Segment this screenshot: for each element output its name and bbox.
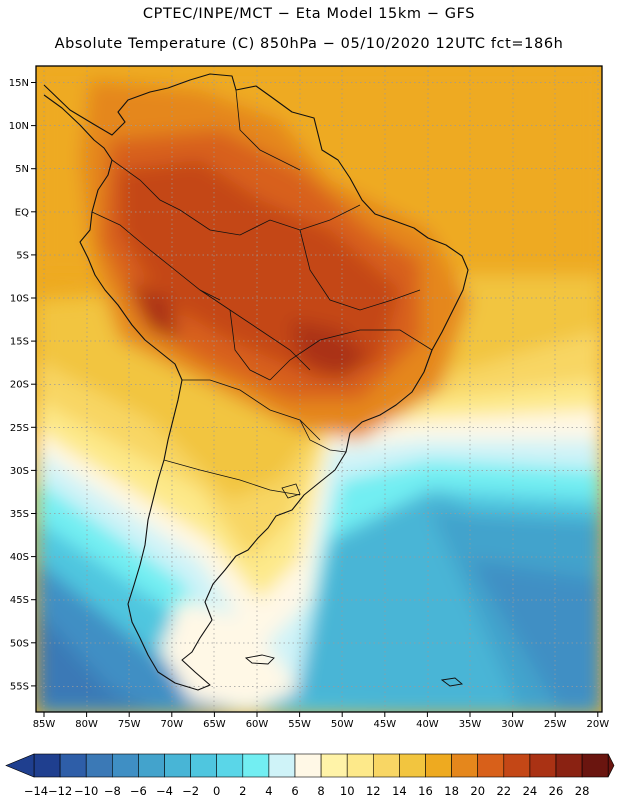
legend-swatch xyxy=(320,753,348,778)
lat-label: 45S xyxy=(10,595,29,606)
lon-label: 20W xyxy=(586,719,609,730)
lat-label: 10S xyxy=(10,294,29,305)
falkland-islands xyxy=(244,654,275,665)
legend-label: 2 xyxy=(239,784,246,798)
legend-swatch xyxy=(164,753,191,778)
legend-label: −10 xyxy=(74,784,98,798)
legend-swatch xyxy=(581,753,609,778)
legend-label: 12 xyxy=(366,784,381,798)
legend-swatch xyxy=(477,753,505,778)
legend-swatch xyxy=(268,753,296,778)
lat-label: 55S xyxy=(10,681,29,692)
legend-label: −2 xyxy=(182,784,199,798)
legend-label: 14 xyxy=(392,784,407,798)
lat-label: 30S xyxy=(10,466,29,477)
lat-label: 35S xyxy=(10,509,29,520)
legend-label: 10 xyxy=(340,784,355,798)
chart-title-line-1: CPTEC/INPE/MCT − Eta Model 15km − GFS xyxy=(142,6,476,22)
legend-left-arrow xyxy=(5,753,35,778)
legend-swatch xyxy=(190,753,218,778)
legend-label: −4 xyxy=(156,784,173,798)
legend-swatch xyxy=(529,753,557,778)
legend-swatch xyxy=(425,753,452,778)
legend-swatch xyxy=(112,753,139,778)
lon-label: 45W xyxy=(373,719,396,730)
lon-label: 75W xyxy=(118,719,141,730)
lat-label: 50S xyxy=(10,638,29,649)
legend-swatch xyxy=(294,753,322,778)
lat-label: 10N xyxy=(9,121,29,132)
lat-label: 20S xyxy=(10,380,29,391)
legend-right-arrow xyxy=(607,753,615,778)
legend-label: −12 xyxy=(48,784,72,798)
lon-label: 50W xyxy=(331,719,354,730)
lon-label: 60W xyxy=(246,719,269,730)
legend-label: 8 xyxy=(317,784,324,798)
lagoa-dos-patos xyxy=(281,483,301,499)
legend-swatch xyxy=(503,753,531,778)
lat-label: 15S xyxy=(10,337,29,348)
map-frame xyxy=(35,65,603,713)
legend-label: −6 xyxy=(130,784,147,798)
lat-label: 5N xyxy=(15,164,29,175)
legend-swatch xyxy=(33,753,61,778)
legend-swatch xyxy=(85,753,113,778)
legend-swatch xyxy=(372,753,400,778)
legend-label: 0 xyxy=(213,784,220,798)
lat-label: 25S xyxy=(10,423,29,434)
legend-swatch xyxy=(216,753,244,778)
legend-swatch xyxy=(451,753,479,778)
legend-swatch xyxy=(399,753,426,778)
lon-label: 35W xyxy=(459,719,482,730)
lat-label: 40S xyxy=(10,552,29,563)
lon-label: 40W xyxy=(416,719,439,730)
lat-label: 15N xyxy=(9,78,29,89)
legend-label: 18 xyxy=(444,784,459,798)
chart-title-line-2: Absolute Temperature (C) 850hPa − 05/10/… xyxy=(54,36,564,52)
legend-label: 22 xyxy=(496,784,511,798)
lon-label: 85W xyxy=(33,719,56,730)
legend-label: 24 xyxy=(523,784,538,798)
lon-label: 55W xyxy=(288,719,311,730)
legend-label: 28 xyxy=(575,784,590,798)
legend-label: −8 xyxy=(104,784,121,798)
longitude-labels: 85W 80W 75W 70W 65W 60W 55W 50W 45W 40W 35W 30W 25W 2… xyxy=(33,719,610,730)
lon-label: 30W xyxy=(501,719,524,730)
lon-label: 65W xyxy=(203,719,226,730)
legend-swatch xyxy=(59,753,87,778)
legend-swatch xyxy=(346,753,374,778)
latitude-labels: 15N 10N 5N EQ 5S 10S 15S 20S 25S 30S 35S 40S 45S 50S 5… xyxy=(9,78,29,692)
country-borders xyxy=(91,89,433,496)
temperature-field xyxy=(36,66,602,712)
legend-label: 4 xyxy=(265,784,272,798)
legend-label: 6 xyxy=(291,784,298,798)
legend-swatch xyxy=(555,753,583,778)
longitude-ticks xyxy=(43,712,599,717)
latitude-ticks xyxy=(31,82,36,687)
lon-label: 70W xyxy=(160,719,183,730)
legend-label: 16 xyxy=(418,784,433,798)
lon-label: 25W xyxy=(544,719,567,730)
lat-label: EQ xyxy=(15,207,29,218)
lon-label: 80W xyxy=(75,719,98,730)
legend-swatch xyxy=(242,753,270,778)
lat-label: 5S xyxy=(16,250,29,261)
coastline xyxy=(43,73,469,691)
legend-label: 26 xyxy=(549,784,564,798)
legend-label: 20 xyxy=(470,784,485,798)
legend-label: −14 xyxy=(24,784,48,798)
south-georgia xyxy=(440,677,464,687)
legend-swatch xyxy=(138,753,165,778)
